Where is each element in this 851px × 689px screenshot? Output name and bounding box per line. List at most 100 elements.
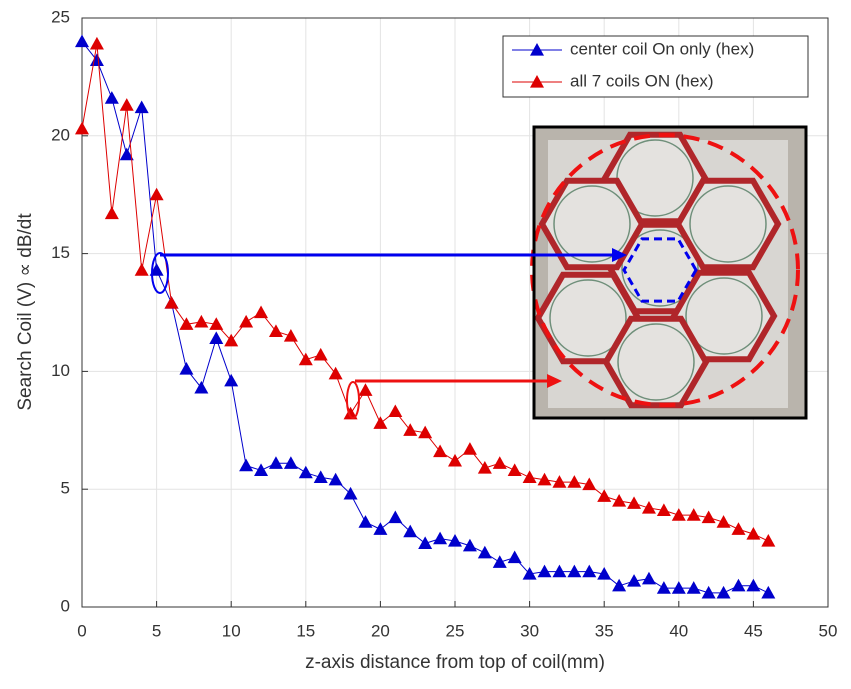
x-tick-label: 50 (819, 621, 838, 640)
marker (418, 425, 433, 439)
legend-label: all 7 coils ON (hex) (570, 71, 714, 90)
marker (597, 489, 612, 502)
marker (552, 475, 567, 488)
marker (194, 314, 209, 328)
x-tick-label: 40 (669, 621, 688, 640)
marker (761, 534, 776, 547)
marker (716, 585, 731, 599)
marker (418, 536, 433, 549)
marker (746, 578, 761, 592)
marker (686, 581, 701, 594)
all-highlight (530, 133, 800, 407)
inset-photo (530, 125, 808, 420)
red-callout (346, 381, 360, 419)
marker (612, 578, 627, 592)
marker (403, 524, 418, 538)
legend-label: center coil On only (hex) (570, 39, 754, 58)
x-tick-label: 15 (296, 621, 315, 640)
x-tick-label: 20 (371, 621, 390, 640)
x-axis-label: z-axis distance from top of coil(mm) (305, 652, 605, 673)
marker (567, 564, 582, 578)
legend-box (502, 35, 809, 98)
center-highlight (622, 237, 698, 303)
marker (701, 510, 716, 524)
marker (507, 550, 522, 564)
y-axis-label: Search Coil (V) ∝ dB/dt (15, 213, 36, 411)
marker (298, 465, 313, 479)
marker (477, 460, 492, 474)
marker (254, 463, 269, 476)
marker (731, 578, 746, 592)
x-tick-label: 25 (446, 621, 465, 640)
y-tick-label: 10 (51, 361, 70, 380)
marker (433, 444, 448, 458)
marker (298, 352, 313, 366)
marker (567, 475, 582, 488)
marker (746, 526, 761, 540)
y-tick-label: 20 (51, 125, 70, 144)
marker (537, 564, 552, 578)
y-tick-label: 15 (51, 243, 70, 262)
marker (239, 458, 254, 472)
blue-arrowhead (612, 248, 627, 262)
marker (492, 456, 507, 469)
marker (627, 574, 642, 587)
marker (477, 545, 492, 559)
x-tick-label: 5 (152, 621, 161, 640)
marker (671, 508, 686, 521)
x-tick-label: 0 (77, 621, 86, 640)
coil-ring (553, 185, 631, 263)
marker (373, 522, 388, 535)
marker (328, 366, 343, 380)
marker (179, 317, 194, 330)
marker (134, 263, 149, 276)
marker (641, 571, 656, 585)
marker (75, 34, 89, 48)
marker (313, 347, 328, 361)
y-tick-label: 25 (51, 7, 70, 26)
marker (254, 305, 269, 319)
marker (552, 564, 567, 578)
marker (358, 383, 373, 396)
marker (761, 585, 776, 599)
x-tick-label: 30 (520, 621, 539, 640)
coil-ring (685, 277, 763, 355)
marker (209, 317, 224, 330)
marker (209, 331, 224, 345)
marker (462, 442, 477, 455)
marker (104, 206, 119, 220)
y-tick-label: 0 (61, 596, 70, 615)
y-tick-label: 5 (61, 479, 70, 498)
marker (582, 477, 597, 491)
coil-ring (621, 229, 699, 307)
x-tick-label: 10 (222, 621, 241, 640)
marker (537, 472, 552, 486)
marker (656, 581, 671, 594)
marker (462, 538, 477, 552)
marker (313, 470, 328, 484)
marker (134, 100, 149, 114)
photo-frame (532, 125, 808, 420)
coil-hex (538, 177, 646, 271)
marker (448, 453, 462, 467)
marker (104, 91, 119, 104)
marker (89, 36, 104, 50)
marker (433, 531, 448, 545)
marker (149, 187, 164, 201)
coil-hex (602, 315, 710, 409)
marker (224, 373, 239, 387)
marker (268, 456, 283, 469)
coil-ring (617, 323, 695, 401)
plot-frame (81, 17, 829, 608)
marker (283, 456, 298, 469)
marker (656, 503, 671, 517)
marker (358, 515, 373, 528)
marker (522, 567, 537, 580)
marker (627, 496, 642, 509)
marker (686, 508, 701, 521)
marker (582, 564, 597, 578)
red-arrowhead (547, 374, 562, 388)
marker (731, 522, 746, 535)
marker (522, 470, 537, 484)
